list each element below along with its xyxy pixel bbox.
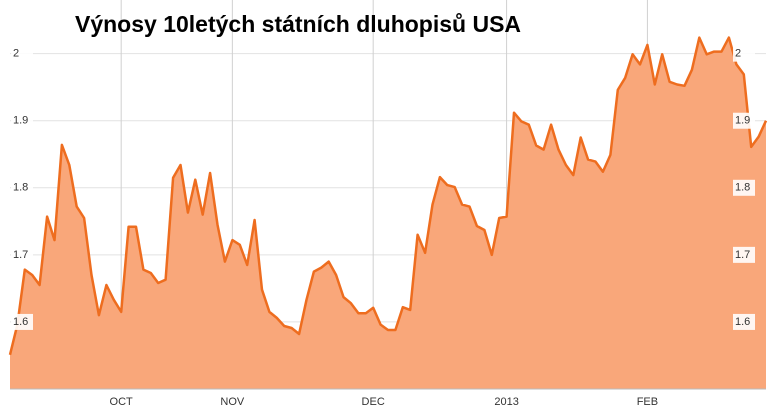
- tick-label-box: [733, 179, 755, 196]
- line: [8, 36, 768, 356]
- chart-title: Výnosy 10letých státních dluhopisů USA: [75, 11, 521, 37]
- y-tick-label: 2: [13, 48, 19, 60]
- area: [10, 37, 766, 389]
- plot: [8, 36, 768, 390]
- tick-label-box: [733, 313, 755, 330]
- tick-label-box: [11, 313, 33, 330]
- y-tick-label: 1.6: [13, 316, 28, 328]
- tick-label-box: [733, 246, 755, 263]
- y-tick-label: 1.9: [13, 115, 28, 127]
- x-tick-label: OCT: [110, 396, 134, 408]
- tick-label-box: [11, 179, 33, 196]
- labels: 1.6 1.6 1.7 1.7 1.8 1.8 1.9 1.9 2 2 OCT NOV DEC 2013 F…: [11, 45, 755, 408]
- y-tick-label: 1.8: [13, 182, 28, 194]
- x-tick-label: 2013: [494, 396, 518, 408]
- tick-label-box: [733, 45, 755, 62]
- tick-label-box: [733, 112, 755, 129]
- x-tick-label: DEC: [362, 396, 385, 408]
- tick-label-box: [11, 246, 33, 263]
- y-tick-label: 2: [735, 48, 741, 60]
- tick-label-box: [11, 112, 33, 129]
- y-tick-label: 1.7: [735, 249, 750, 261]
- tick-label-box: [11, 45, 33, 62]
- x-tick-label: FEB: [637, 396, 658, 408]
- x-tick-label: NOV: [220, 396, 245, 408]
- y-tick-label: 1.6: [735, 316, 750, 328]
- y-tick-label: 1.9: [735, 115, 750, 127]
- y-tick-label: 1.7: [13, 249, 28, 261]
- y-tick-label: 1.8: [735, 182, 750, 194]
